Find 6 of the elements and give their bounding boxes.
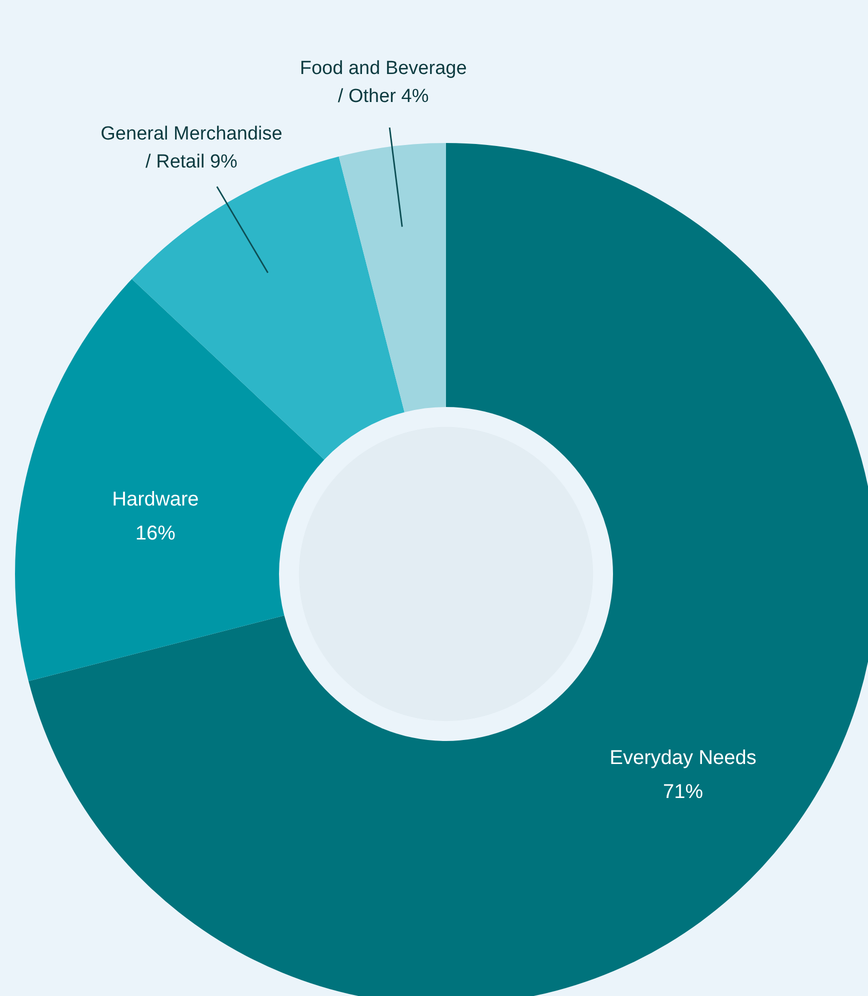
- slice-label: Everyday Needs: [610, 746, 756, 769]
- slice-label: General Merchandise / Retail 9%: [100, 124, 282, 173]
- slice-label: Hardware: [112, 488, 199, 510]
- slice-label: Food and Beverage / Other 4%: [300, 58, 467, 107]
- data-label: 71%: [663, 780, 704, 803]
- data-label: 16%: [135, 522, 176, 544]
